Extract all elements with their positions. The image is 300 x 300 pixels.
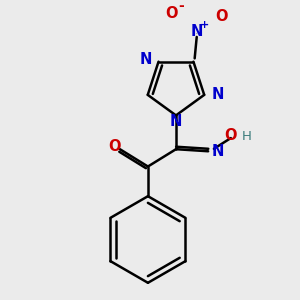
Text: -: - xyxy=(178,0,184,14)
Text: O: O xyxy=(109,139,121,154)
Text: +: + xyxy=(200,20,209,30)
Text: N: N xyxy=(211,87,224,102)
Text: O: O xyxy=(166,6,178,21)
Text: N: N xyxy=(212,144,224,159)
Text: N: N xyxy=(139,52,152,67)
Text: O: O xyxy=(225,128,237,143)
Text: N: N xyxy=(170,115,182,130)
Text: N: N xyxy=(190,25,203,40)
Text: O: O xyxy=(215,9,228,24)
Text: H: H xyxy=(242,130,252,143)
